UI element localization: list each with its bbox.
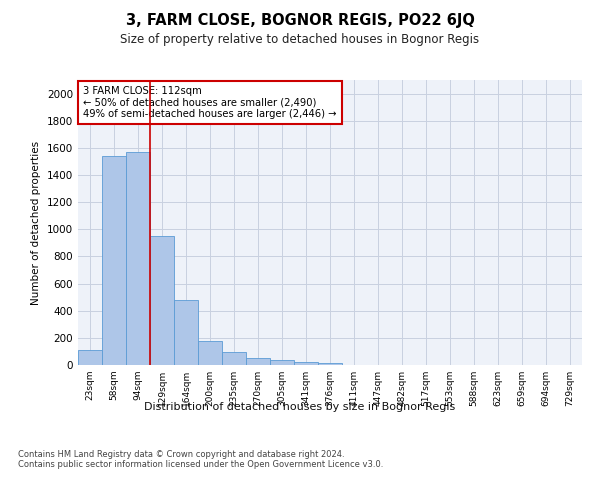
Text: 3, FARM CLOSE, BOGNOR REGIS, PO22 6JQ: 3, FARM CLOSE, BOGNOR REGIS, PO22 6JQ (125, 12, 475, 28)
Bar (318, 363, 342, 365)
Bar (78, 350, 102, 365)
Text: Size of property relative to detached houses in Bognor Regis: Size of property relative to detached ho… (121, 32, 479, 46)
Text: 3 FARM CLOSE: 112sqm
← 50% of detached houses are smaller (2,490)
49% of semi-de: 3 FARM CLOSE: 112sqm ← 50% of detached h… (83, 86, 337, 119)
Bar (222, 352, 246, 365)
Y-axis label: Number of detached properties: Number of detached properties (31, 140, 41, 304)
Text: Contains HM Land Registry data © Crown copyright and database right 2024.
Contai: Contains HM Land Registry data © Crown c… (18, 450, 383, 469)
Bar (102, 156, 126, 365)
Bar (246, 358, 270, 365)
Bar (198, 340, 222, 365)
Bar (294, 362, 318, 365)
Bar (270, 360, 294, 365)
Text: Distribution of detached houses by size in Bognor Regis: Distribution of detached houses by size … (145, 402, 455, 412)
Bar (126, 152, 150, 365)
Bar (174, 300, 198, 365)
Bar (150, 236, 174, 365)
